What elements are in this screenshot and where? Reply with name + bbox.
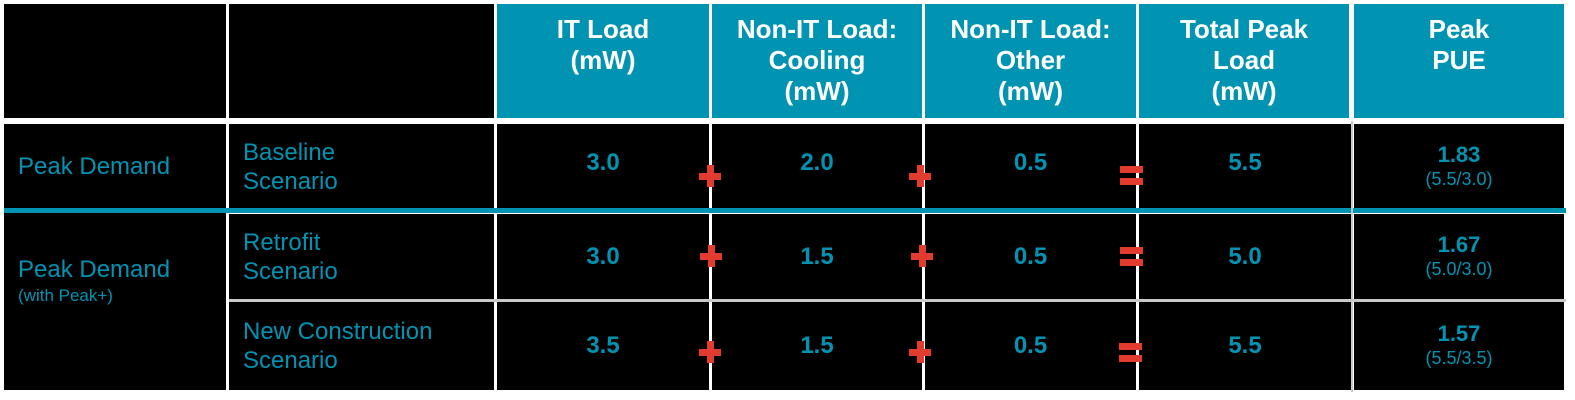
value: 0.5 (1013, 332, 1048, 359)
plus-icon (699, 165, 721, 187)
equals-icon (1119, 343, 1142, 362)
header-text: Non-IT Load: (950, 14, 1111, 44)
scenario-text: New Construction (243, 318, 433, 345)
header-total: Total Peak Load (mW) (1139, 4, 1349, 118)
value: 0.5 (1013, 242, 1048, 270)
scenario-text: Baseline (243, 138, 336, 166)
pue-calculation: (5.0/3.0) (1425, 258, 1493, 279)
cell-it-load: 3.0 (497, 124, 709, 209)
value: 3.5 (586, 332, 620, 359)
cell-total: 5.0 (1139, 214, 1351, 299)
equals-icon (1120, 247, 1143, 266)
group-sublabel-text: (with Peak+) (18, 286, 113, 305)
header-text: Non-IT Load: (736, 14, 898, 44)
header-text: Cooling (768, 45, 866, 75)
row-divider (229, 299, 1566, 302)
group-label-text: Peak Demand (18, 256, 171, 283)
value: 3.0 (586, 242, 620, 270)
value: 3.0 (586, 148, 620, 176)
cell-cooling: 1.5 (712, 302, 922, 390)
header-text: Load (1212, 45, 1276, 75)
pue-value: 1.67 (1437, 231, 1481, 257)
header-blank-1 (4, 4, 226, 118)
header-unit: (mW) (570, 45, 636, 75)
pue-value: 1.83 (1437, 141, 1481, 167)
cell-cooling: 1.5 (712, 214, 922, 299)
plus-icon (911, 245, 933, 267)
plus-icon (700, 245, 722, 267)
cell-other: 0.5 (925, 302, 1136, 390)
header-text: Total Peak (1179, 14, 1309, 44)
pue-column-divider (1351, 121, 1353, 392)
pue-calculation: (5.5/3.5) (1425, 348, 1493, 368)
cell-pue: 1.67 (5.0/3.0) (1354, 214, 1564, 299)
scenario-text: Scenario (243, 257, 338, 285)
row-label-retrofit: Retrofit Scenario (229, 214, 494, 299)
pue-calculation: (5.5/3.0) (1425, 168, 1493, 189)
scenario-text: Scenario (243, 347, 338, 374)
header-unit: (mW) (1211, 76, 1277, 106)
group-label-text: Peak Demand (18, 152, 171, 180)
header-it-load: IT Load (mW) (497, 4, 709, 118)
header-blank-2 (229, 4, 494, 118)
header-other: Non-IT Load: Other (mW) (925, 4, 1136, 118)
cell-it-load: 3.0 (497, 214, 709, 299)
plus-icon (909, 341, 931, 363)
value: 5.5 (1228, 332, 1262, 359)
cell-pue: 1.83 (5.5/3.0) (1354, 124, 1564, 209)
group-label-peak-demand: Peak Demand (4, 124, 226, 209)
cell-other: 0.5 (925, 214, 1136, 299)
row-label-new-construction: New Construction Scenario (229, 302, 494, 390)
value: 5.5 (1228, 148, 1262, 176)
plus-icon (909, 165, 931, 187)
header-text: Other (995, 45, 1066, 75)
group-divider (4, 208, 1566, 213)
cell-other: 0.5 (925, 124, 1136, 209)
scenario-text: Scenario (243, 167, 338, 195)
header-unit: (mW) (998, 76, 1063, 106)
plus-icon (699, 341, 721, 363)
cell-total: 5.5 (1139, 302, 1351, 390)
row-label-baseline: Baseline Scenario (229, 124, 494, 209)
value: 1.5 (800, 332, 834, 359)
value: 5.0 (1228, 242, 1262, 270)
header-text: Peak (1428, 14, 1490, 44)
header-text: PUE (1432, 45, 1486, 75)
cell-pue: 1.57 (5.5/3.5) (1354, 302, 1564, 390)
header-cooling: Non-IT Load: Cooling (mW) (712, 4, 922, 118)
header-pue: Peak PUE (1354, 4, 1564, 118)
pue-value: 1.57 (1437, 321, 1481, 346)
value: 2.0 (800, 148, 834, 176)
header-text: IT Load (556, 14, 650, 44)
value: 1.5 (800, 242, 834, 270)
header-unit: (mW) (784, 76, 850, 106)
group-label-peak-demand-peakplus: Peak Demand (with Peak+) (4, 213, 226, 390)
scenario-text: Retrofit (243, 228, 321, 256)
cell-total: 5.5 (1139, 124, 1351, 209)
value: 0.5 (1013, 148, 1048, 176)
cell-cooling: 2.0 (712, 124, 922, 209)
cell-it-load: 3.5 (497, 302, 709, 390)
equals-icon (1120, 166, 1143, 185)
